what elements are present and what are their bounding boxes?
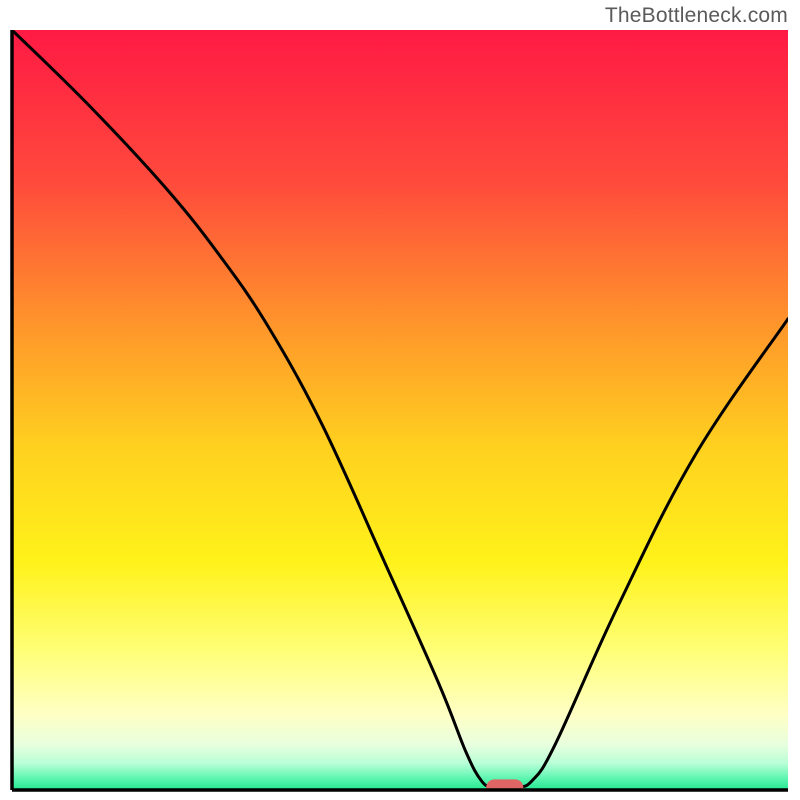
bottleneck-chart: TheBottleneck.com — [0, 0, 800, 800]
gradient-background — [12, 30, 788, 790]
plot-svg — [0, 0, 800, 800]
optimal-marker — [486, 779, 523, 796]
